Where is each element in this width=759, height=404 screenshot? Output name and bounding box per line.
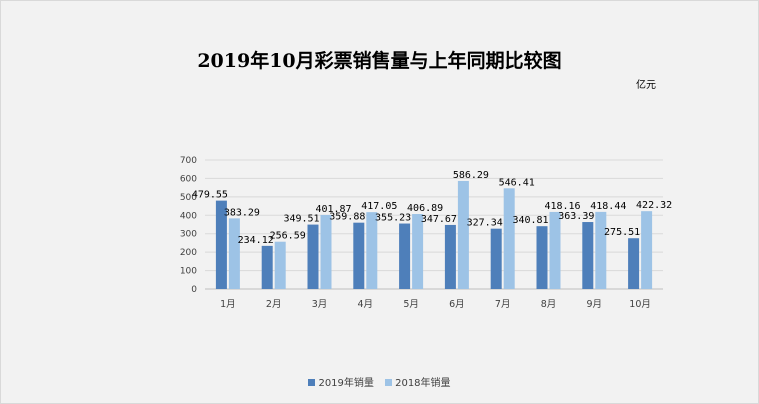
unit-label: 亿元 bbox=[636, 80, 656, 91]
bar-2018-8 bbox=[549, 211, 561, 289]
y-tick-label: 0 bbox=[191, 285, 197, 295]
data-label-2018: 586.29 bbox=[453, 170, 489, 181]
bar-2019-2 bbox=[261, 245, 273, 289]
data-label-2018: 418.16 bbox=[544, 201, 580, 212]
y-tick-label: 600 bbox=[180, 174, 197, 184]
bar-2019-5 bbox=[399, 223, 411, 289]
bar-2018-1 bbox=[228, 218, 240, 289]
bar-2019-8 bbox=[536, 226, 548, 289]
bar-2019-1 bbox=[215, 200, 227, 289]
data-label-2019: 355.23 bbox=[375, 213, 411, 224]
bar-2018-4 bbox=[366, 212, 378, 289]
data-label-2019: 234.12 bbox=[238, 235, 274, 246]
x-tick-label: 7月 bbox=[495, 299, 511, 310]
data-label-2019: 479.55 bbox=[192, 190, 228, 201]
data-label-2019: 359.88 bbox=[329, 212, 365, 223]
x-tick-label: 9月 bbox=[587, 299, 603, 310]
y-tick-label: 100 bbox=[180, 267, 197, 277]
x-tick-label: 5月 bbox=[403, 299, 419, 310]
data-label-2018: 417.05 bbox=[361, 201, 397, 212]
x-tick-label: 10月 bbox=[629, 299, 651, 310]
bar-2018-3 bbox=[320, 214, 332, 289]
data-label-2018: 546.41 bbox=[499, 177, 535, 188]
data-label-2018: 422.32 bbox=[636, 200, 672, 211]
bar-2019-10 bbox=[628, 238, 640, 289]
bar-2018-10 bbox=[641, 211, 653, 289]
data-label-2018: 256.59 bbox=[270, 231, 306, 242]
legend-item-2019: 2019年销量 bbox=[308, 374, 374, 389]
y-tick-label: 700 bbox=[180, 156, 197, 166]
data-label-2019: 363.39 bbox=[558, 211, 594, 222]
y-tick-label: 400 bbox=[180, 211, 197, 221]
x-tick-label: 3月 bbox=[312, 299, 328, 310]
bar-2018-2 bbox=[274, 241, 286, 289]
data-label-2018: 406.89 bbox=[407, 203, 443, 214]
data-label-2019: 327.34 bbox=[467, 218, 503, 229]
chart-title: 2019年10月彩票销售量与上年同期比较图 bbox=[197, 50, 562, 72]
data-label-2019: 275.51 bbox=[604, 227, 640, 238]
y-tick-label: 500 bbox=[180, 193, 197, 203]
bar-2018-6 bbox=[457, 180, 469, 289]
bar-2019-6 bbox=[444, 224, 456, 289]
y-tick-label: 300 bbox=[180, 230, 197, 240]
bar-2019-9 bbox=[582, 222, 594, 289]
legend-swatch-2019 bbox=[308, 379, 316, 386]
x-tick-label: 1月 bbox=[220, 299, 236, 310]
data-label-2019: 349.51 bbox=[283, 214, 319, 225]
legend: 2019年销量 2018年销量 bbox=[0, 374, 759, 389]
x-tick-label: 2月 bbox=[266, 299, 282, 310]
bar-2018-9 bbox=[595, 211, 607, 289]
x-tick-label: 8月 bbox=[541, 299, 557, 310]
bar-2018-5 bbox=[412, 214, 424, 289]
x-tick-label: 4月 bbox=[358, 299, 374, 310]
bar-2019-3 bbox=[307, 224, 319, 289]
data-label-2019: 340.81 bbox=[512, 215, 548, 226]
x-tick-label: 6月 bbox=[449, 299, 465, 310]
bar-2019-7 bbox=[490, 228, 502, 289]
data-label-2018: 418.44 bbox=[590, 201, 626, 212]
bar-2019-4 bbox=[353, 222, 365, 289]
data-label-2019: 347.67 bbox=[421, 214, 457, 225]
data-label-2018: 383.29 bbox=[224, 207, 260, 218]
legend-label-2019: 2019年销量 bbox=[318, 378, 374, 389]
y-tick-label: 200 bbox=[180, 248, 197, 258]
bar-2018-7 bbox=[503, 188, 515, 289]
legend-swatch-2018 bbox=[385, 379, 393, 386]
legend-label-2018: 2018年销量 bbox=[395, 378, 451, 389]
legend-item-2018: 2018年销量 bbox=[385, 374, 451, 389]
data-label-2018: 401.87 bbox=[315, 204, 351, 215]
